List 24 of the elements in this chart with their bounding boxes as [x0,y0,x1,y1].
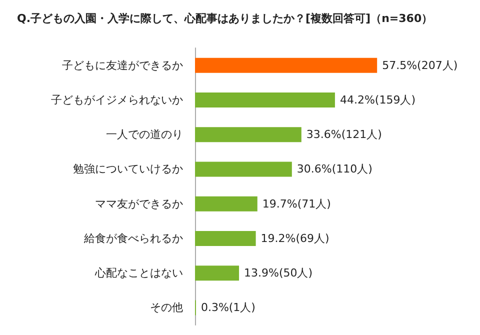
bar [195,127,302,142]
bar [195,230,256,246]
data-label: 19.7%(71人) [262,197,331,210]
bar [195,196,258,212]
bar [195,266,240,281]
data-label: 13.9%(50人) [244,266,313,280]
bar [195,162,292,177]
y-tick-label: 一人での道のり [106,128,183,142]
data-label: 30.6%(110人) [296,162,372,176]
y-tick-label: その他 [150,301,183,314]
y-tick-label: 子どもがイジメられないか [51,93,183,106]
y-tick-label: 子どもに友達ができるか [62,58,183,72]
data-label: 44.2%(159人) [340,93,416,106]
data-label: 33.6%(121人) [306,128,382,142]
y-tick-label: 給食が食べられるか [83,232,183,245]
y-tick-label: ママ友ができるか [95,197,183,210]
data-label: 19.2%(69人) [260,232,330,245]
chart-title: Q.子どもの入園・入学に際して、心配事はありましたか？[複数回答可]（n=360） [17,12,433,25]
y-tick-label: 心配なことはない [94,266,183,280]
bar [195,92,335,108]
data-label: 0.3%(1人) [200,301,256,314]
bar [195,58,378,73]
data-label: 57.5%(207人) [382,58,458,72]
y-tick-label: 勉強についていけるか [73,162,183,176]
